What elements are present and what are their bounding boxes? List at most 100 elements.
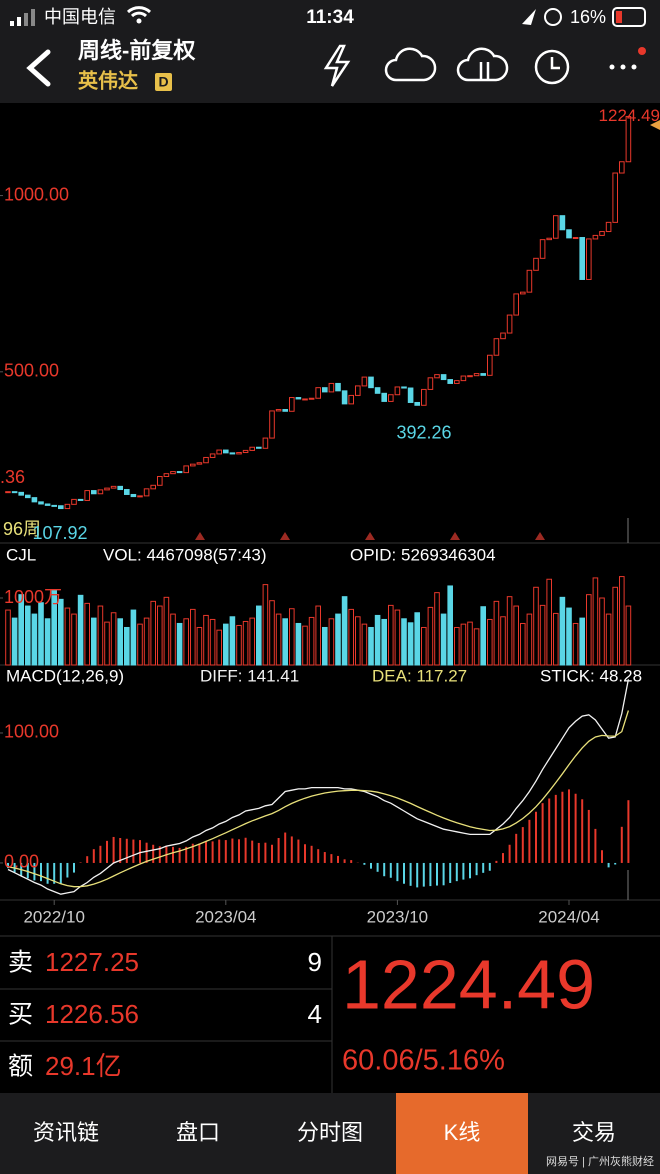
candle <box>539 239 546 259</box>
x-tick-label: 2023/10 <box>367 907 428 926</box>
candle <box>368 376 374 389</box>
tab[interactable]: 交易 <box>572 1120 616 1145</box>
price-pointer <box>650 120 660 130</box>
candle <box>110 485 117 489</box>
flash-button[interactable] <box>323 44 351 87</box>
history-button[interactable] <box>534 49 570 85</box>
candle <box>454 380 460 384</box>
volume-bar <box>275 613 282 666</box>
volume-bar <box>130 609 137 666</box>
candle <box>553 215 559 239</box>
volume-bar <box>401 618 407 666</box>
macd-line <box>7 710 630 888</box>
x-tick-label: 2024/04 <box>538 907 599 926</box>
carrier: 中国电信 <box>44 7 116 27</box>
candle <box>44 503 51 506</box>
volume-bar <box>440 613 447 666</box>
candle <box>25 494 31 499</box>
candle <box>348 394 354 405</box>
volume-bar <box>170 613 176 666</box>
edge-text: 96周 <box>3 519 41 539</box>
x-tick-label: 2023/04 <box>195 907 256 926</box>
volume-bar <box>559 596 566 666</box>
volume-bar <box>44 618 51 666</box>
battery-text: 16% <box>570 7 606 27</box>
volume-bar <box>480 606 486 666</box>
candle <box>619 161 625 174</box>
candle <box>256 446 262 449</box>
volume-bar <box>269 600 275 666</box>
amount-label: 额 <box>8 1053 33 1081</box>
candle <box>572 237 579 240</box>
candle <box>427 377 434 390</box>
candle <box>157 475 163 486</box>
volume-bar <box>315 605 321 666</box>
watermark: 网易号 | 广州灰熊财经 <box>546 1154 654 1168</box>
candle <box>328 382 335 393</box>
volume-bar <box>434 592 440 666</box>
cloud-button[interactable] <box>384 47 437 82</box>
candle <box>58 505 64 510</box>
tab[interactable]: K线 <box>444 1120 481 1145</box>
candle <box>262 437 269 449</box>
candle <box>64 503 71 510</box>
low-label: 392.26 <box>396 423 451 443</box>
candle <box>216 449 222 455</box>
bid-price: 1226.56 <box>45 999 139 1029</box>
volume-bar <box>262 584 269 666</box>
candle <box>612 172 619 223</box>
volume-bar <box>256 605 262 666</box>
volume-bar <box>190 608 196 666</box>
lock-icon <box>544 8 562 26</box>
candle <box>526 269 533 293</box>
y-tick-label: 1000万 <box>4 587 62 607</box>
volume-bar <box>5 609 11 666</box>
volume-bar <box>579 617 586 666</box>
back-button[interactable] <box>26 49 51 87</box>
tab[interactable]: 资讯链 <box>33 1120 99 1145</box>
candle <box>223 449 229 454</box>
notice-dot <box>638 47 646 55</box>
cloud-sync-button[interactable] <box>456 47 509 82</box>
volume-bar <box>586 594 592 666</box>
volume-bar <box>31 613 38 666</box>
candle <box>592 234 599 240</box>
volume-bar <box>163 596 170 666</box>
volume-bar <box>572 622 579 666</box>
ask-label: 卖 <box>8 949 33 977</box>
candle <box>605 221 612 233</box>
volume-bar <box>183 618 189 666</box>
candle <box>599 231 605 236</box>
candle <box>190 463 196 467</box>
more-button[interactable] <box>609 64 637 70</box>
candle <box>124 489 130 495</box>
candle <box>150 484 156 490</box>
candle <box>566 229 572 239</box>
candle <box>31 497 38 503</box>
signal-icon <box>10 9 35 26</box>
candle <box>249 446 255 451</box>
volume-bar <box>553 612 559 666</box>
volume-bar <box>64 607 71 666</box>
volume-bar <box>546 578 553 666</box>
candle <box>130 493 137 498</box>
volume-bar <box>150 600 156 666</box>
volume-bar <box>51 589 58 666</box>
candle <box>500 332 506 340</box>
candle <box>407 387 414 403</box>
volume-bar <box>520 622 526 666</box>
volume-bar <box>328 618 335 666</box>
tab[interactable]: 分时图 <box>297 1120 363 1145</box>
candle <box>394 386 401 396</box>
candle <box>104 487 110 491</box>
candle <box>440 374 447 381</box>
candle <box>289 397 295 412</box>
candle <box>229 452 236 455</box>
volume-bar <box>308 616 315 666</box>
candle <box>381 392 387 402</box>
tab[interactable]: 盘口 <box>176 1120 220 1145</box>
volume-bar <box>91 617 97 666</box>
candle <box>137 495 143 498</box>
candle <box>91 490 97 495</box>
